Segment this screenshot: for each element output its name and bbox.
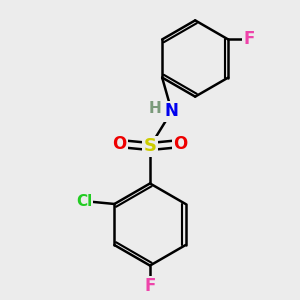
Text: N: N xyxy=(165,102,178,120)
Text: O: O xyxy=(112,135,127,153)
Text: S: S xyxy=(143,137,157,155)
Text: O: O xyxy=(173,135,188,153)
Text: H: H xyxy=(149,101,162,116)
Text: F: F xyxy=(144,277,156,295)
Text: Cl: Cl xyxy=(76,194,92,208)
Text: F: F xyxy=(243,30,254,48)
